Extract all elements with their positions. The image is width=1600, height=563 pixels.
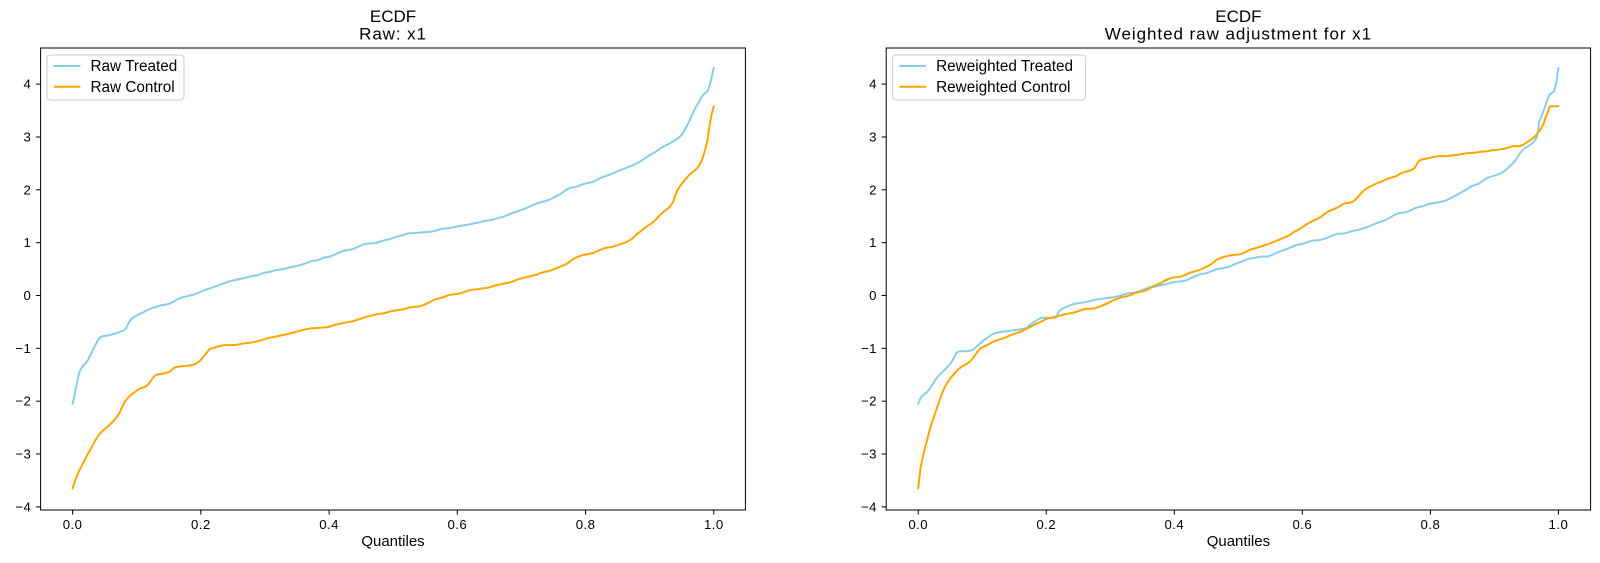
svg-text:1: 1 <box>869 235 877 250</box>
svg-text:0.0: 0.0 <box>908 517 928 532</box>
svg-text:ECDF: ECDF <box>1215 7 1261 26</box>
svg-text:Raw Control: Raw Control <box>91 79 175 96</box>
svg-text:1: 1 <box>24 235 32 250</box>
svg-text:0.2: 0.2 <box>191 517 211 532</box>
svg-text:2: 2 <box>869 182 877 197</box>
svg-text:ECDF: ECDF <box>370 7 416 26</box>
svg-text:0.8: 0.8 <box>1421 517 1441 532</box>
svg-text:0.6: 0.6 <box>447 517 467 532</box>
svg-text:0.6: 0.6 <box>1292 517 1312 532</box>
svg-text:0.0: 0.0 <box>63 517 83 532</box>
svg-text:Raw: x1: Raw: x1 <box>359 25 427 44</box>
svg-text:0.2: 0.2 <box>1036 517 1056 532</box>
svg-text:−2: −2 <box>15 394 31 409</box>
svg-text:Quantiles: Quantiles <box>1207 533 1270 550</box>
svg-text:0.4: 0.4 <box>319 517 339 532</box>
svg-text:0.4: 0.4 <box>1164 517 1184 532</box>
svg-text:0: 0 <box>869 288 877 303</box>
svg-text:3: 3 <box>24 130 32 145</box>
svg-text:1.0: 1.0 <box>704 517 724 532</box>
svg-text:−3: −3 <box>861 447 877 462</box>
svg-text:−4: −4 <box>15 499 31 514</box>
svg-text:−3: −3 <box>15 447 31 462</box>
svg-text:3: 3 <box>869 130 877 145</box>
svg-text:4: 4 <box>869 77 877 92</box>
svg-text:Reweighted Control: Reweighted Control <box>936 79 1070 96</box>
svg-text:4: 4 <box>24 77 32 92</box>
svg-text:0.8: 0.8 <box>576 517 596 532</box>
svg-text:2: 2 <box>24 182 32 197</box>
svg-text:Quantiles: Quantiles <box>361 533 424 550</box>
svg-text:Raw Treated: Raw Treated <box>91 58 178 75</box>
svg-text:−2: −2 <box>861 394 877 409</box>
svg-text:1.0: 1.0 <box>1549 517 1569 532</box>
svg-text:Weighted raw adjustment for x1: Weighted raw adjustment for x1 <box>1105 25 1372 44</box>
svg-text:−1: −1 <box>861 341 877 356</box>
svg-text:0: 0 <box>24 288 32 303</box>
svg-text:−4: −4 <box>861 499 877 514</box>
svg-text:−1: −1 <box>15 341 31 356</box>
svg-text:Reweighted Treated: Reweighted Treated <box>936 58 1073 75</box>
